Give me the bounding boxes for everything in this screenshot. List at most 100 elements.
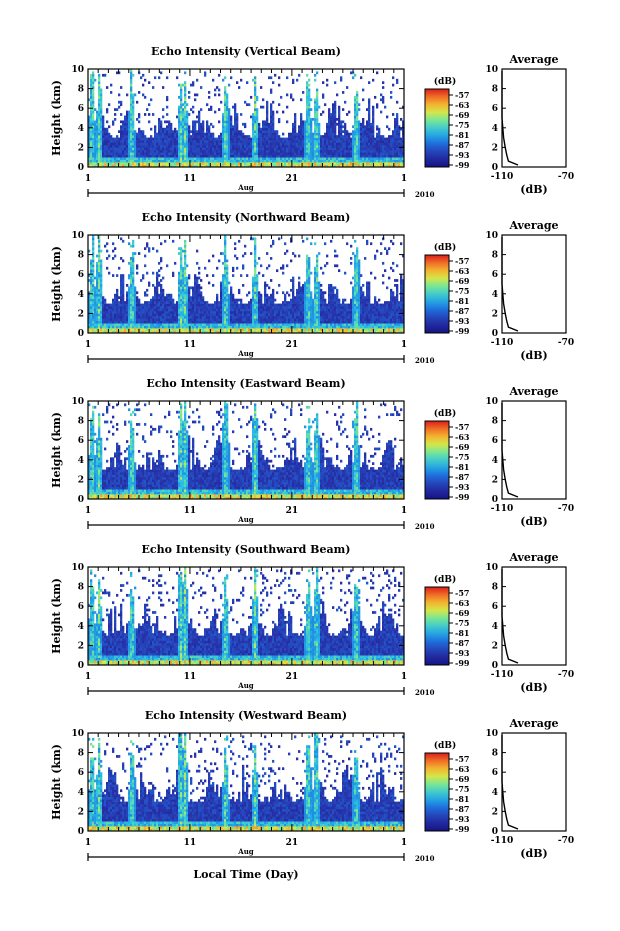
heatmap-cell bbox=[194, 291, 197, 295]
heatmap-cell bbox=[160, 288, 163, 292]
heatmap-cell bbox=[98, 318, 101, 322]
heatmap-cell bbox=[170, 325, 173, 329]
heatmap-cell bbox=[400, 147, 403, 151]
heatmap-cell bbox=[140, 164, 143, 168]
heatmap-cell bbox=[94, 315, 97, 319]
heatmap-cell bbox=[326, 132, 329, 136]
heatmap-cell bbox=[152, 154, 155, 158]
heatmap-cell bbox=[156, 318, 159, 322]
heatmap-cell bbox=[88, 137, 91, 141]
heatmap-cell bbox=[182, 293, 185, 297]
heatmap-cell bbox=[150, 142, 153, 146]
heatmap-cell bbox=[148, 159, 151, 163]
heatmap-cell bbox=[308, 137, 311, 141]
heatmap-cell bbox=[146, 293, 149, 297]
heatmap-cell bbox=[98, 271, 101, 275]
heatmap-cell bbox=[166, 149, 169, 153]
heatmap-cell bbox=[230, 320, 233, 324]
heatmap-cell bbox=[298, 130, 301, 133]
heatmap-cell bbox=[196, 164, 199, 168]
heatmap-cell bbox=[180, 149, 183, 153]
heatmap-cell bbox=[272, 110, 275, 114]
heatmap-cell bbox=[96, 266, 99, 270]
heatmap-cell bbox=[356, 159, 359, 163]
heatmap-cell bbox=[106, 120, 109, 124]
heatmap-cell bbox=[224, 164, 227, 168]
heatmap-cell bbox=[188, 140, 191, 143]
heatmap-cell bbox=[194, 276, 197, 280]
heatmap-cell bbox=[224, 284, 227, 287]
heatmap-cell bbox=[180, 115, 183, 119]
heatmap-cell bbox=[296, 154, 299, 158]
heatmap-cell bbox=[88, 330, 91, 334]
heatmap-cell bbox=[112, 162, 115, 165]
heatmap-cell bbox=[184, 271, 187, 275]
heatmap-cell bbox=[318, 157, 321, 160]
heatmap-cell bbox=[340, 78, 343, 82]
heatmap-cell bbox=[138, 313, 141, 317]
heatmap-cell bbox=[188, 298, 191, 302]
heatmap-cell bbox=[186, 144, 189, 148]
heatmap-cell bbox=[310, 159, 313, 163]
heatmap-cell bbox=[218, 120, 221, 124]
heatmap-cell bbox=[240, 140, 243, 143]
y-tick-label: 6 bbox=[78, 104, 84, 114]
heatmap-cell bbox=[146, 142, 149, 146]
heatmap-cell bbox=[90, 303, 93, 307]
heatmap-cell bbox=[250, 140, 253, 143]
heatmap-cell bbox=[192, 306, 195, 309]
heatmap-cell bbox=[212, 132, 215, 136]
heatmap-cell bbox=[302, 91, 305, 94]
heatmap-cell bbox=[88, 135, 91, 138]
heatmap-cell bbox=[134, 320, 137, 324]
heatmap-cell bbox=[130, 95, 133, 99]
heatmap-cell bbox=[106, 315, 109, 319]
heatmap-cell bbox=[104, 142, 107, 146]
heatmap-cell bbox=[116, 296, 119, 299]
heatmap-cell bbox=[132, 100, 135, 104]
heatmap-cell bbox=[368, 135, 371, 138]
heatmap-cell bbox=[362, 120, 365, 124]
heatmap-cell bbox=[164, 140, 167, 143]
heatmap-cell bbox=[278, 142, 281, 146]
heatmap-cell bbox=[192, 122, 195, 126]
heatmap-cell bbox=[112, 274, 115, 277]
heatmap-cell bbox=[238, 147, 241, 151]
heatmap-cell bbox=[350, 147, 353, 151]
heatmap-cell bbox=[130, 318, 133, 322]
heatmap-cell bbox=[328, 142, 331, 146]
heatmap-cell bbox=[182, 286, 185, 290]
heatmap-cell bbox=[228, 325, 231, 329]
heatmap-cell bbox=[290, 140, 293, 143]
heatmap-cell bbox=[150, 149, 153, 153]
heatmap-cell bbox=[90, 291, 93, 295]
heatmap-cell bbox=[164, 137, 167, 141]
heatmap-cell bbox=[116, 140, 119, 143]
heatmap-cell bbox=[292, 164, 295, 168]
heatmap-cell bbox=[378, 130, 381, 133]
heatmap-cell bbox=[232, 320, 235, 324]
heatmap-cell bbox=[238, 144, 241, 148]
heatmap-cell bbox=[226, 315, 229, 319]
heatmap-cell bbox=[92, 120, 95, 124]
heatmap-cell bbox=[268, 137, 271, 141]
heatmap-cell bbox=[158, 323, 161, 326]
heatmap-cell bbox=[390, 164, 393, 168]
heatmap-cell bbox=[152, 318, 155, 322]
heatmap-cell bbox=[184, 140, 187, 143]
heatmap-cell bbox=[160, 291, 163, 295]
heatmap-cell bbox=[226, 154, 229, 158]
heatmap-cell bbox=[234, 318, 237, 322]
heatmap-cell bbox=[88, 127, 91, 131]
heatmap-cell bbox=[288, 140, 291, 143]
heatmap-cell bbox=[334, 120, 337, 124]
heatmap-cell bbox=[220, 325, 223, 329]
heatmap-cell bbox=[248, 306, 251, 309]
heatmap-cell bbox=[400, 157, 403, 160]
heatmap-cell bbox=[130, 313, 133, 317]
heatmap-cell bbox=[160, 323, 163, 326]
heatmap-cell bbox=[142, 93, 145, 97]
heatmap-cell bbox=[316, 157, 319, 160]
heatmap-cell bbox=[226, 149, 229, 153]
heatmap-cell bbox=[128, 308, 131, 312]
